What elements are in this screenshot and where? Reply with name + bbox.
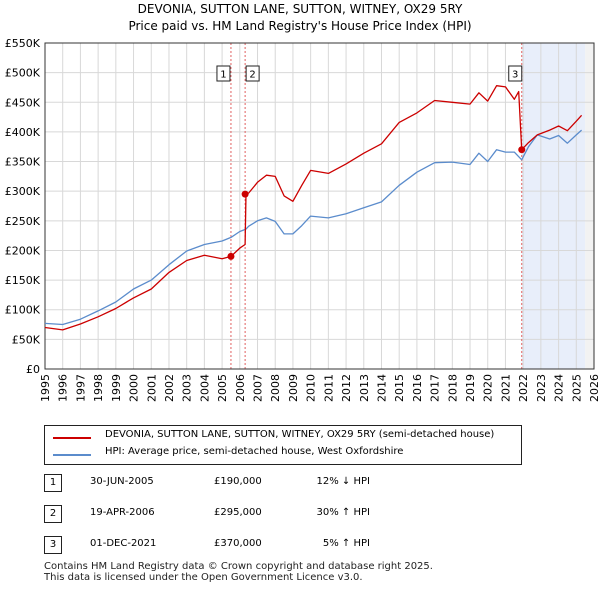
x-tick-label: 2023 [535, 374, 548, 402]
sale-row-1: 1 30-JUN-2005 £190,000 12% ↓ HPI [0, 474, 600, 492]
y-tick-label: £250K [5, 215, 41, 228]
y-tick-label: £350K [5, 156, 41, 169]
post-sale-shade [521, 43, 586, 369]
sale-date: 19-APR-2006 [90, 507, 155, 518]
sale-number: 2 [44, 505, 62, 523]
future-shade [585, 43, 594, 369]
x-tick-label: 2001 [145, 374, 158, 402]
y-tick-label: £200K [5, 244, 41, 257]
x-tick-label: 2010 [305, 374, 318, 402]
sale-label-text: 3 [512, 70, 518, 81]
y-tick-label: £400K [5, 126, 41, 139]
x-tick-label: 1995 [39, 374, 52, 402]
y-tick-label: £300K [5, 185, 41, 198]
x-tick-label: 1996 [57, 374, 70, 402]
x-tick-label: 2004 [198, 374, 211, 402]
sale-date: 01-DEC-2021 [90, 538, 157, 549]
sale-label-box [245, 65, 260, 82]
y-tick-label: £100K [5, 304, 41, 317]
x-tick-label: 2003 [181, 374, 194, 402]
sale-hpi-change: 30% ↑ HPI [316, 507, 370, 518]
x-tick-label: 2020 [482, 374, 495, 402]
sale-point [227, 252, 235, 260]
series-line [44, 85, 583, 331]
y-tick-label: £550K [5, 37, 41, 50]
x-tick-label: 2025 [570, 374, 583, 402]
x-tick-label: 2005 [216, 374, 229, 402]
sale-date: 30-JUN-2005 [90, 476, 154, 487]
sale-label-text: 2 [249, 70, 255, 81]
sale-label-box [216, 65, 231, 82]
x-tick-label: 2017 [429, 374, 442, 402]
y-tick-label: £50K [12, 333, 41, 346]
y-tick-label: £150K [5, 274, 41, 287]
sale-point [241, 190, 249, 198]
legend: DEVONIA, SUTTON LANE, SUTTON, WITNEY, OX… [44, 425, 522, 465]
x-tick-label: 2026 [588, 374, 600, 402]
x-tick-label: 1998 [92, 374, 105, 402]
plot-frame [44, 42, 595, 370]
x-tick-label: 2011 [322, 374, 335, 402]
price-chart: DEVONIA, SUTTON LANE, SUTTON, WITNEY, OX… [5, 2, 600, 402]
x-tick-label: 2009 [287, 374, 300, 402]
legend-hpi-line [53, 454, 91, 456]
footer-licence: This data is licensed under the Open Gov… [44, 572, 363, 583]
x-tick-label: 1997 [74, 374, 87, 402]
x-tick-label: 2000 [128, 374, 141, 402]
x-tick-label: 2006 [234, 374, 247, 402]
x-tick-label: 2012 [340, 374, 353, 402]
chart-title: DEVONIA, SUTTON LANE, SUTTON, WITNEY, OX… [138, 2, 463, 16]
sale-number: 3 [44, 536, 62, 554]
x-tick-label: 2007 [252, 374, 265, 402]
sale-row-3: 3 01-DEC-2021 £370,000 5% ↑ HPI [0, 536, 600, 554]
x-tick-label: 2024 [553, 374, 566, 402]
sale-price: £295,000 [214, 507, 262, 518]
sale-label-text: 1 [220, 70, 226, 81]
sale-number: 1 [44, 474, 62, 492]
footer: Contains HM Land Registry data © Crown c… [44, 561, 433, 583]
sale-price: £190,000 [214, 476, 262, 487]
x-tick-label: 2018 [446, 374, 459, 402]
series-line [44, 129, 583, 326]
plot-area [45, 43, 594, 369]
x-tick-label: 2014 [375, 374, 388, 402]
sale-label-box [508, 65, 523, 82]
sale-point [518, 146, 526, 154]
x-tick-label: 2021 [499, 374, 512, 402]
x-tick-label: 2013 [358, 374, 371, 402]
sale-hpi-change: 5% ↑ HPI [322, 538, 370, 549]
x-tick-label: 2002 [163, 374, 176, 402]
sale-row-2: 2 19-APR-2006 £295,000 30% ↑ HPI [0, 505, 600, 523]
footer-copyright: Contains HM Land Registry data © Crown c… [44, 561, 433, 572]
x-tick-label: 1999 [110, 374, 123, 402]
sale-hpi-change: 12% ↓ HPI [316, 476, 370, 487]
x-tick-label: 2008 [269, 374, 282, 402]
y-tick-label: £500K [5, 67, 41, 80]
legend-property-line [53, 437, 91, 439]
x-tick-label: 2016 [411, 374, 424, 402]
sale-price: £370,000 [214, 538, 262, 549]
x-tick-label: 2019 [464, 374, 477, 402]
x-tick-label: 2022 [517, 374, 530, 402]
x-tick-label: 2015 [393, 374, 406, 402]
chart-subtitle: Price paid vs. HM Land Registry's House … [128, 19, 471, 33]
y-tick-label: £450K [5, 96, 41, 109]
y-tick-label: £0 [26, 363, 40, 376]
